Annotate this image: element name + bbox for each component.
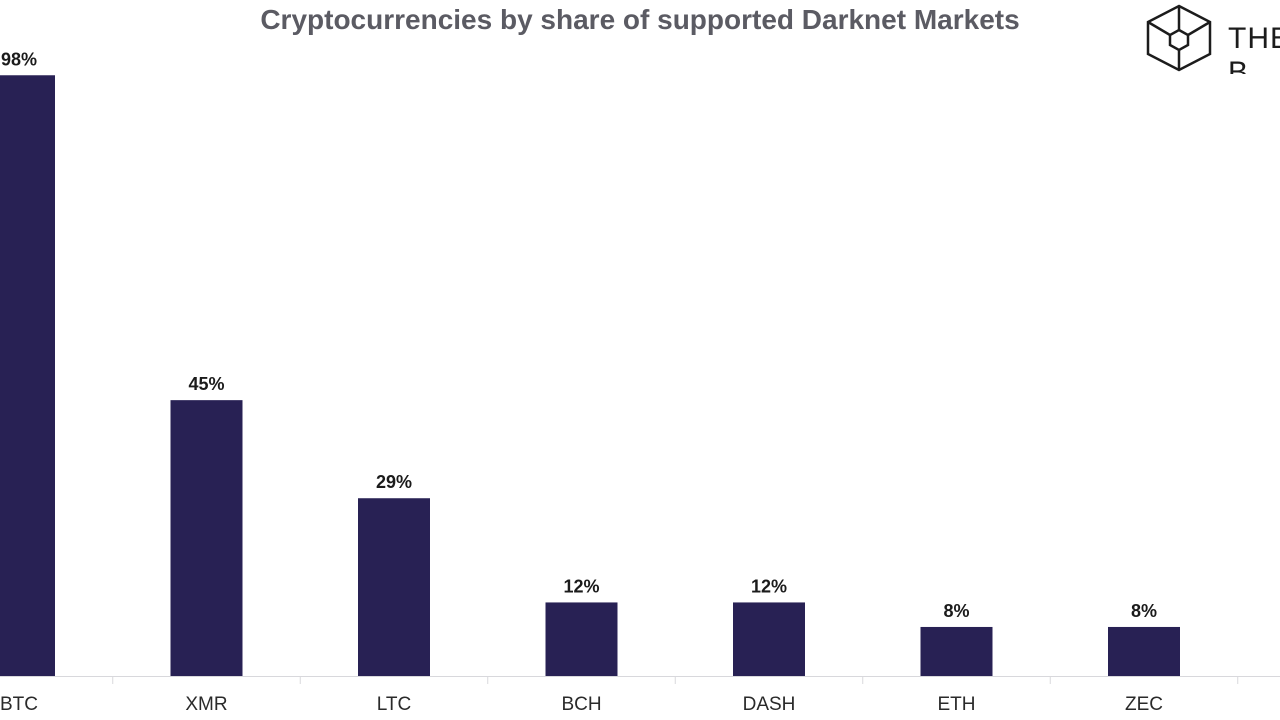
data-label-bch: 12%: [563, 576, 599, 596]
category-label-zec: ZEC: [1125, 694, 1163, 715]
category-label-bch: BCH: [561, 694, 601, 715]
brand-name: THE B: [1228, 22, 1280, 74]
category-label-ltc: LTC: [377, 694, 411, 715]
data-label-xmr: 45%: [188, 374, 224, 394]
bar-btc: [0, 75, 55, 676]
category-label-dash: DASH: [743, 694, 796, 715]
data-label-dash: 12%: [751, 576, 787, 596]
bar-ltc: [358, 498, 430, 676]
data-label-zec: 8%: [1131, 601, 1157, 621]
data-label-eth: 8%: [943, 601, 969, 621]
axis-layer: [0, 676, 1280, 684]
bar-eth: [920, 626, 993, 676]
bar-xmr: [170, 400, 243, 676]
data-label-btc: 98%: [1, 49, 37, 69]
chart-title: Cryptocurrencies by share of supported D…: [260, 4, 1020, 35]
bar-zec: [1108, 626, 1180, 676]
bar-dash: [733, 602, 805, 676]
bars-layer: [0, 75, 1180, 676]
category-label-eth: ETH: [938, 694, 976, 715]
data-label-ltc: 29%: [376, 472, 412, 492]
category-label-xmr: XMR: [185, 694, 227, 715]
brand-logo: THE B: [1142, 2, 1280, 74]
category-label-btc: BTC: [0, 694, 38, 715]
cube-logo-icon: [1146, 4, 1212, 72]
bar-bch: [545, 602, 618, 676]
labels-layer: 98% BTC 45% XMR 29% LTC 12% BCH 12% DASH 8% ETH 8% ZE…: [0, 49, 1163, 715]
